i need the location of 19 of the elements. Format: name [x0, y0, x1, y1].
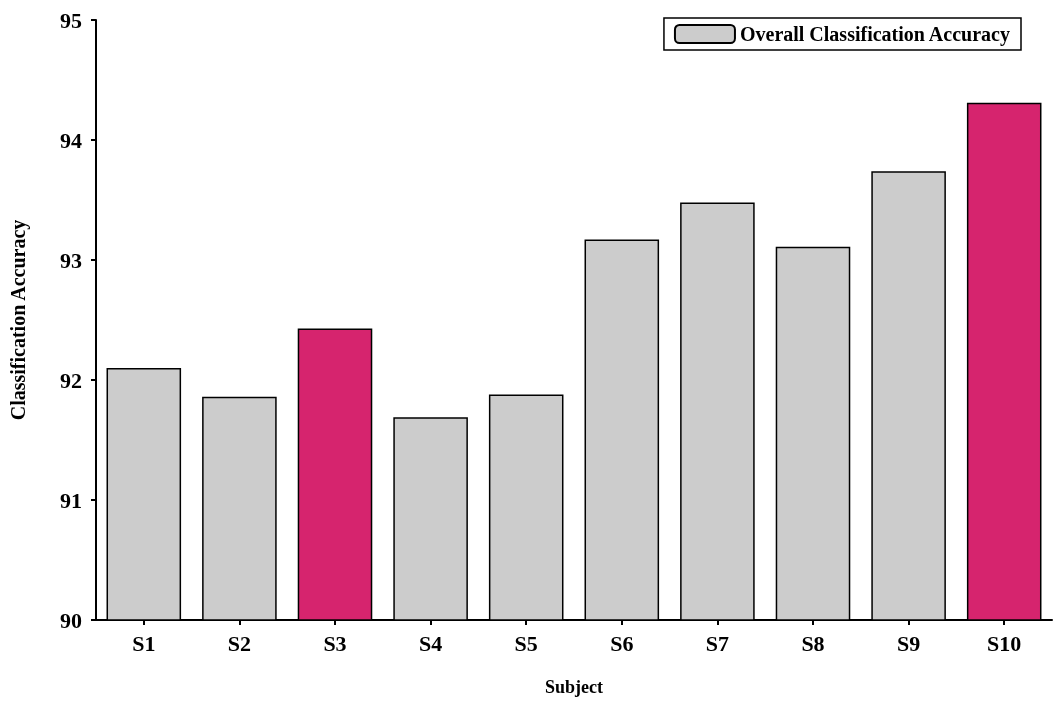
x-tick-label: S10 — [987, 630, 1022, 656]
x-tick-label: S9 — [896, 630, 921, 656]
y-tick-label: 92 — [60, 367, 82, 393]
legend-label: Overall Classification Accuracy — [739, 23, 1010, 46]
x-tick-label: S7 — [705, 630, 730, 656]
x-axis-title: Subject — [545, 677, 603, 697]
x-tick-label: S6 — [610, 630, 634, 656]
x-tick-label: S1 — [132, 630, 156, 656]
y-axis-title: Classification Accuracy — [7, 219, 30, 421]
y-tick-label: 90 — [60, 607, 82, 633]
y-tick-label: 94 — [60, 127, 82, 153]
x-tick-label: S5 — [514, 630, 538, 656]
y-tick-label: 93 — [60, 247, 82, 273]
x-tick-label: S3 — [323, 630, 347, 656]
x-tick-label: S2 — [227, 630, 252, 656]
y-tick-label: 91 — [60, 487, 82, 513]
x-tick-label: S4 — [418, 630, 443, 656]
y-tick-label: 95 — [60, 7, 82, 33]
x-tick-label: S8 — [801, 630, 825, 656]
